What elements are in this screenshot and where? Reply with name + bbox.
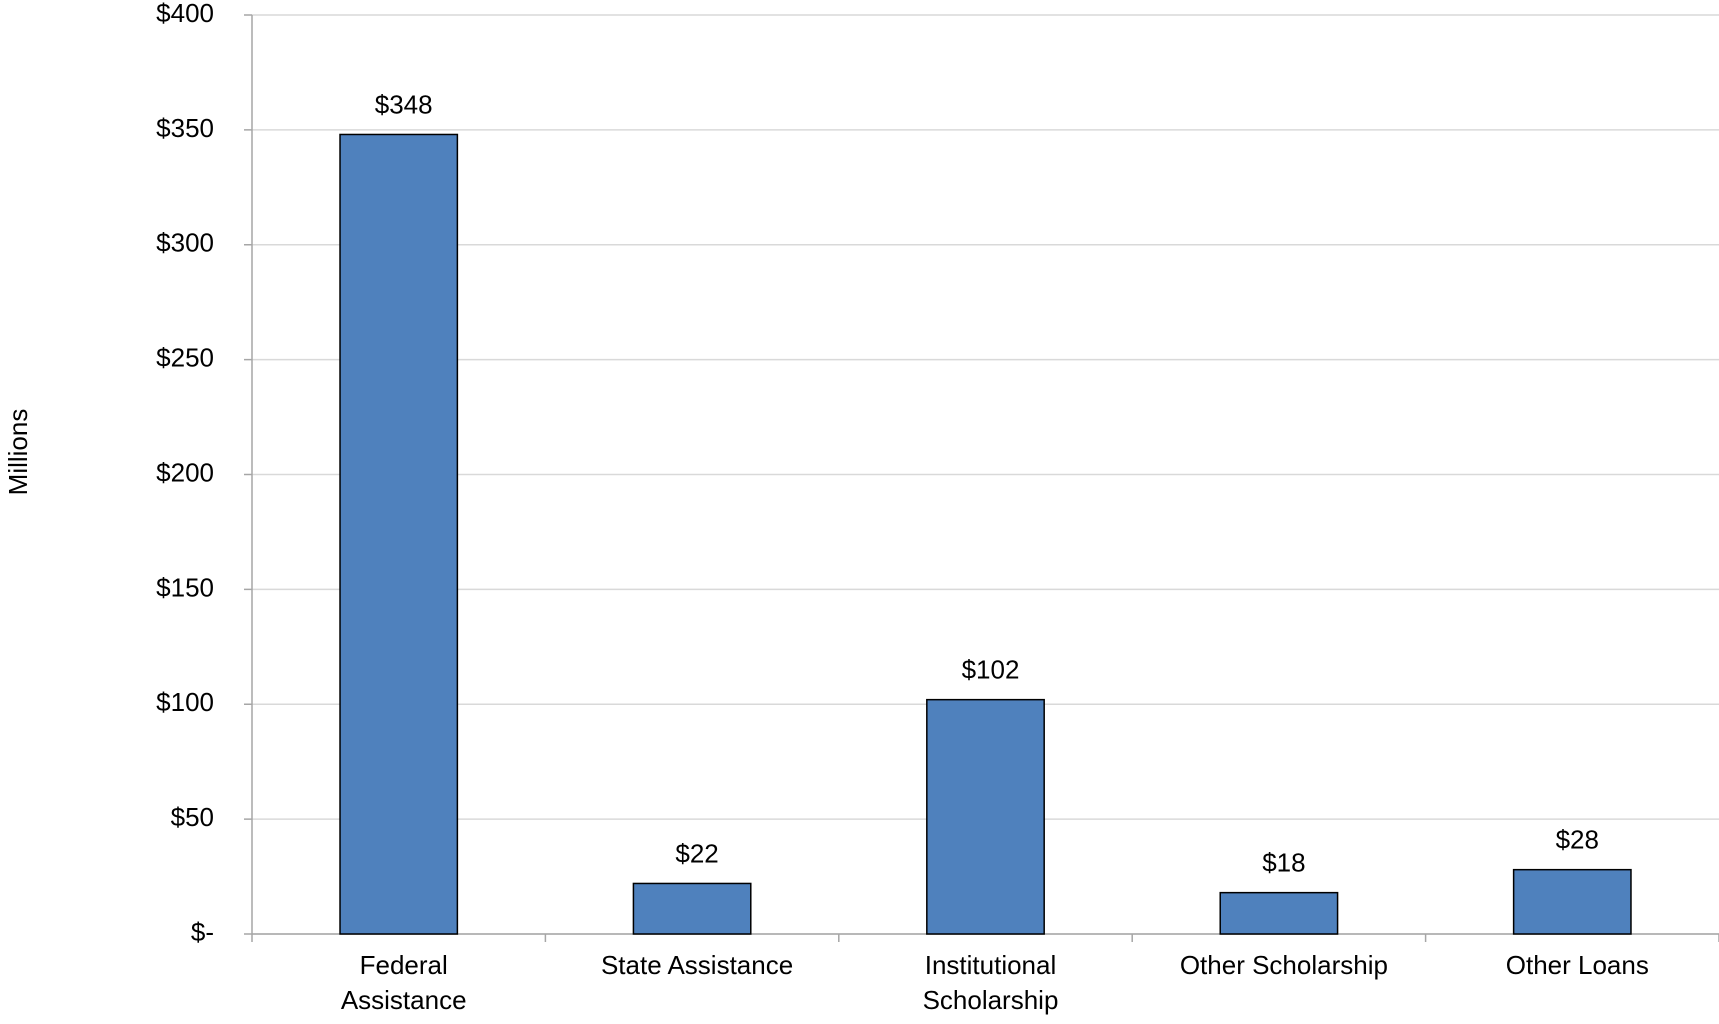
- bar: [926, 698, 1045, 935]
- bar: [632, 882, 752, 935]
- x-tick-label: Federal Assistance: [340, 950, 467, 1015]
- x-tick-label: Other Loans: [1505, 950, 1649, 980]
- x-tick-label: State Assistance: [600, 950, 794, 980]
- data-label: $28: [1556, 825, 1599, 855]
- x-tick-label: Other Scholarship: [1179, 950, 1388, 980]
- y-tick-label: $300: [156, 228, 214, 258]
- y-tick-label: $-: [191, 917, 214, 947]
- bar: [339, 133, 459, 935]
- y-tick-label: $350: [156, 113, 214, 143]
- x-tick-label: Institutional Scholarship: [922, 950, 1059, 1015]
- y-tick-label: $50: [171, 802, 214, 832]
- y-tick-label: $150: [156, 572, 214, 602]
- data-label: $348: [375, 89, 433, 119]
- bar: [1512, 868, 1632, 935]
- y-tick-label: $250: [156, 343, 214, 373]
- y-tick-label: $100: [156, 687, 214, 717]
- y-tick-label: $200: [156, 457, 214, 487]
- data-label: $102: [962, 655, 1020, 685]
- y-tick-label: $400: [156, 0, 214, 28]
- data-label: $22: [675, 838, 718, 868]
- y-axis-title: Millions: [3, 409, 33, 496]
- data-label: $18: [1262, 848, 1305, 878]
- bar: [1219, 891, 1339, 935]
